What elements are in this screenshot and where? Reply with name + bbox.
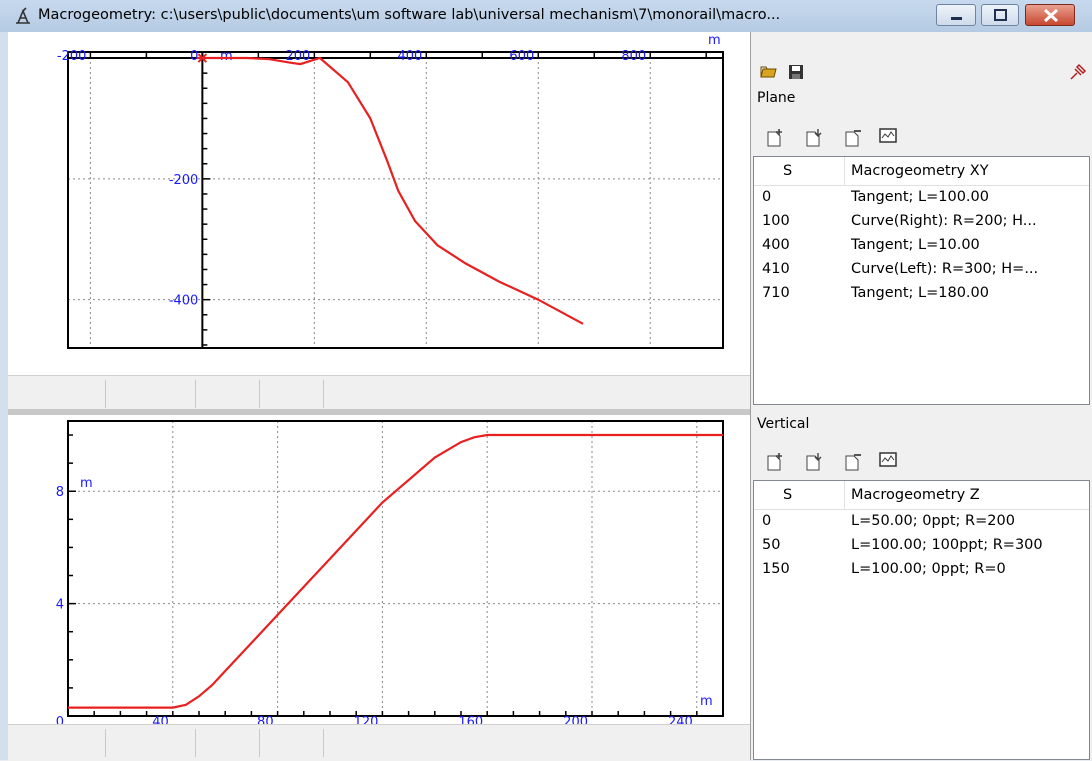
status-cell bbox=[8, 380, 106, 408]
list-header: S Macrogeometry Z bbox=[754, 481, 1089, 510]
y-tick-label: 4 bbox=[56, 598, 64, 613]
app-icon bbox=[16, 7, 30, 24]
column-separator[interactable] bbox=[844, 157, 845, 185]
add-element-icon[interactable] bbox=[765, 128, 785, 148]
data-line bbox=[68, 433, 723, 709]
right-panel: Plane S Macrogeometry XY 0 Tangent; L=100… bbox=[750, 32, 1092, 760]
plan-status-bar bbox=[8, 375, 750, 412]
x-tick-label: 400 bbox=[397, 49, 422, 64]
x-unit-label: m bbox=[700, 694, 713, 709]
row-value: Curve(Left): R=300; H=... bbox=[851, 261, 1039, 277]
row-value: L=100.00; 0ppt; R=0 bbox=[851, 561, 1006, 577]
row-s: 400 bbox=[762, 237, 790, 253]
status-cell bbox=[259, 729, 324, 757]
vertical-plot[interactable]: 0 40 80 120 160 200 240 8 4 m m bbox=[8, 415, 750, 736]
origin-marker bbox=[197, 53, 208, 63]
window-border bbox=[0, 32, 8, 760]
minimize-button[interactable] bbox=[936, 4, 976, 26]
x-tick-label: 800 bbox=[621, 49, 646, 64]
status-cell bbox=[195, 729, 260, 757]
row-s: 710 bbox=[762, 285, 790, 301]
row-value: L=50.00; 0ppt; R=200 bbox=[851, 513, 1015, 529]
maximize-button[interactable] bbox=[981, 4, 1019, 26]
minimize-icon bbox=[951, 17, 962, 20]
y-tick-label: -200 bbox=[169, 173, 199, 188]
maximize-icon bbox=[994, 9, 1007, 21]
save-icon[interactable] bbox=[786, 62, 806, 82]
list-item[interactable]: 150 L=100.00; 0ppt; R=0 bbox=[754, 558, 1089, 582]
status-cell bbox=[8, 729, 106, 757]
data-line bbox=[196, 56, 584, 325]
x-tick-label: 600 bbox=[509, 49, 534, 64]
y-unit-label: m bbox=[220, 49, 233, 64]
open-icon[interactable] bbox=[759, 62, 779, 82]
x-tick-label: 0 bbox=[190, 49, 198, 64]
column-separator[interactable] bbox=[844, 481, 845, 509]
row-s: 150 bbox=[762, 561, 790, 577]
row-value: Tangent; L=10.00 bbox=[851, 237, 980, 253]
column-header-s[interactable]: S bbox=[783, 487, 793, 503]
column-header-macrogeometry-z[interactable]: Macrogeometry Z bbox=[851, 487, 980, 503]
view-graph-icon[interactable] bbox=[878, 126, 898, 146]
x-tick-label: 0 bbox=[56, 715, 64, 730]
insert-element-icon[interactable] bbox=[804, 128, 824, 148]
title-bar: Macrogeometry: c:\users\public\documents… bbox=[0, 0, 1092, 32]
row-value: Tangent; L=180.00 bbox=[851, 285, 989, 301]
add-element-icon[interactable] bbox=[765, 452, 785, 472]
y-tick-label: -400 bbox=[169, 294, 199, 309]
y-unit-label: m bbox=[80, 476, 93, 491]
status-cell bbox=[105, 380, 196, 408]
row-s: 0 bbox=[762, 513, 772, 529]
plan-plot[interactable]: -200 0 200 400 600 800 -200 -400 m m bbox=[8, 32, 750, 375]
close-icon bbox=[1043, 8, 1059, 23]
status-cell bbox=[195, 380, 260, 408]
column-header-s[interactable]: S bbox=[783, 163, 793, 179]
pin-icon[interactable] bbox=[1068, 62, 1088, 82]
row-s: 50 bbox=[762, 537, 781, 553]
delete-element-icon[interactable] bbox=[843, 452, 863, 472]
vertical-list[interactable]: S Macrogeometry Z 0 L=50.00; 0ppt; R=200 … bbox=[753, 480, 1090, 760]
row-s: 410 bbox=[762, 261, 790, 277]
list-item[interactable]: 0 Tangent; L=100.00 bbox=[754, 186, 1089, 210]
close-button[interactable] bbox=[1025, 4, 1075, 26]
x-tick-label: -200 bbox=[57, 49, 87, 64]
plot-frame bbox=[67, 420, 724, 717]
list-header: S Macrogeometry XY bbox=[754, 157, 1089, 186]
list-item[interactable]: 410 Curve(Left): R=300; H=... bbox=[754, 258, 1089, 282]
view-graph-icon[interactable] bbox=[878, 450, 898, 470]
x-tick-label: 200 bbox=[285, 49, 310, 64]
row-s: 100 bbox=[762, 213, 790, 229]
vertical-status-bar bbox=[8, 724, 750, 761]
status-cell bbox=[259, 380, 324, 408]
column-header-macrogeometry-xy[interactable]: Macrogeometry XY bbox=[851, 163, 989, 179]
row-value: L=100.00; 100ppt; R=300 bbox=[851, 537, 1043, 553]
plane-group-label: Plane bbox=[757, 90, 796, 106]
row-s: 0 bbox=[762, 189, 772, 205]
list-item[interactable]: 50 L=100.00; 100ppt; R=300 bbox=[754, 534, 1089, 558]
vertical-group-label: Vertical bbox=[757, 416, 810, 432]
client-area: -200 0 200 400 600 800 -200 -400 m m 0 40 80 120 160 2… bbox=[8, 32, 1092, 761]
row-value: Curve(Right): R=200; H... bbox=[851, 213, 1037, 229]
list-item[interactable]: 710 Tangent; L=180.00 bbox=[754, 282, 1089, 306]
x-unit-label: m bbox=[708, 33, 721, 48]
delete-element-icon[interactable] bbox=[843, 128, 863, 148]
status-cell bbox=[105, 729, 196, 757]
plot-frame bbox=[67, 51, 724, 349]
list-item[interactable]: 100 Curve(Right): R=200; H... bbox=[754, 210, 1089, 234]
list-item[interactable]: 400 Tangent; L=10.00 bbox=[754, 234, 1089, 258]
horizontal-splitter[interactable] bbox=[8, 409, 750, 415]
plane-list[interactable]: S Macrogeometry XY 0 Tangent; L=100.00 10… bbox=[753, 156, 1090, 405]
plan-chart-svg: -200 0 200 400 600 800 -200 -400 m m bbox=[57, 33, 724, 349]
insert-element-icon[interactable] bbox=[804, 452, 824, 472]
list-item[interactable]: 0 L=50.00; 0ppt; R=200 bbox=[754, 510, 1089, 534]
y-tick-label: 8 bbox=[56, 485, 64, 500]
row-value: Tangent; L=100.00 bbox=[851, 189, 989, 205]
window-title: Macrogeometry: c:\users\public\documents… bbox=[38, 7, 781, 23]
